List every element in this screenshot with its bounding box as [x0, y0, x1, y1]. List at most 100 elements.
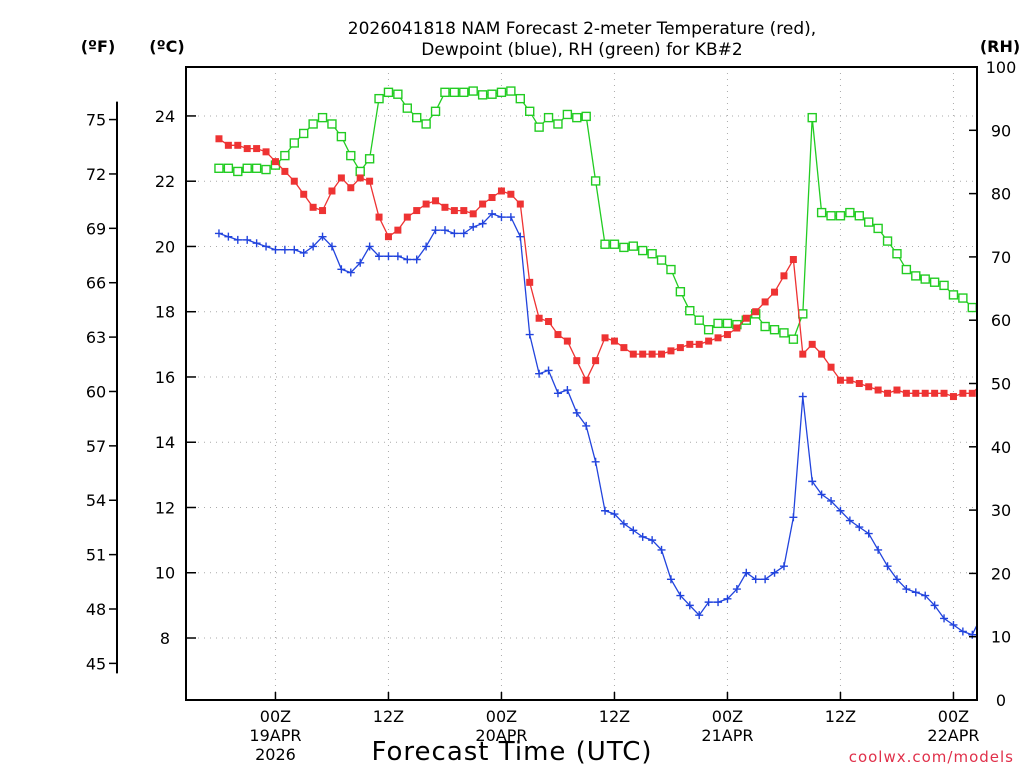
temperature-point [714, 334, 722, 342]
temperature-point [460, 207, 468, 215]
temperature-point [545, 318, 553, 326]
rh-tick-label: 60 [991, 311, 1011, 330]
rh-tick-label: 100 [986, 58, 1017, 77]
celsius-tick-label: 20 [155, 237, 175, 256]
dewpoint-point [572, 408, 581, 417]
fahrenheit-tick-label: 69 [86, 219, 106, 238]
rh-point [336, 131, 347, 142]
temperature-point [978, 380, 985, 387]
temperature-point [752, 308, 760, 316]
rh-point [299, 128, 309, 139]
dewpoint-point [883, 562, 892, 571]
dewpoint-point [958, 627, 967, 636]
temperature-point [300, 190, 308, 198]
temperature-point [931, 389, 939, 397]
dewpoint-point [356, 258, 365, 267]
rh-point [948, 290, 959, 300]
rh-point [402, 103, 412, 113]
temperature-point [422, 200, 430, 208]
temperature-point [271, 158, 279, 166]
fahrenheit-tick-label: 51 [86, 546, 106, 565]
rh-point [845, 207, 855, 218]
rh-point [873, 223, 883, 234]
fahrenheit-tick-label: 60 [86, 382, 106, 401]
temperature-point [705, 337, 713, 345]
dewpoint-point [440, 226, 449, 235]
chart-title-line2: Dewpoint (blue), RH (green) for KB#2 [421, 40, 742, 60]
rh-point [506, 86, 516, 96]
rh-point [496, 87, 507, 98]
fahrenheit-tick-label: 45 [86, 654, 106, 673]
celsius-tick-label: 8 [160, 629, 170, 648]
temperature-point [469, 210, 477, 218]
rh-point [487, 89, 497, 99]
rh-tick-label: 10 [991, 628, 1011, 647]
fahrenheit-tick-label: 66 [86, 274, 106, 293]
temperature-point [516, 200, 524, 208]
rh-point [638, 245, 648, 256]
rh-point [553, 119, 563, 129]
dewpoint-point [271, 245, 280, 254]
rh-point [543, 112, 554, 123]
dewpoint-point [243, 235, 252, 244]
temperature-point [413, 207, 421, 215]
temperature-point [761, 298, 769, 306]
temperature-point [582, 376, 590, 384]
temperature-point [771, 288, 779, 296]
temperature-point [902, 389, 910, 397]
rh-point [978, 310, 986, 318]
dewpoint-point [582, 421, 591, 430]
temperature-point [384, 233, 392, 241]
rh-point [440, 87, 450, 98]
temperature-point [309, 203, 317, 211]
dewpoint-point [761, 575, 770, 584]
rh-point [760, 321, 770, 332]
rh-point [374, 93, 384, 104]
dewpoint-point [808, 477, 817, 486]
dewpoint-point [751, 575, 760, 584]
dewpoint-point [214, 229, 223, 238]
fahrenheit-unit-label: (ºF) [81, 37, 116, 56]
rh-point [308, 119, 318, 129]
dewpoint-point [798, 392, 807, 401]
temperature-point [441, 203, 449, 211]
temperature-point [450, 207, 458, 215]
temperature-point [780, 272, 788, 280]
dewpoint-point [497, 213, 506, 222]
rh-point [628, 241, 638, 251]
fahrenheit-tick-label: 57 [86, 437, 106, 456]
temperature-point [629, 350, 637, 358]
rh-tick-label: 90 [991, 121, 1011, 140]
dewpoint-point [375, 252, 384, 261]
rh-tick-label: 40 [991, 438, 1011, 457]
temperature-point [723, 331, 731, 339]
temperature-line [218, 138, 977, 398]
rh-point [958, 293, 968, 303]
rh-point [242, 163, 252, 173]
temperature-point [648, 350, 656, 358]
rh-point [214, 163, 224, 173]
rh-point [666, 264, 676, 275]
temperature-point [742, 314, 750, 322]
dewpoint-point [723, 594, 732, 603]
dewpoint-point [459, 229, 468, 238]
temperature-point [224, 141, 232, 149]
temperature-point [488, 194, 496, 202]
temperature-point [337, 174, 345, 182]
temperature-point [394, 226, 402, 234]
temperature-point [818, 350, 826, 358]
rh-point [327, 119, 337, 129]
rh-point [421, 119, 431, 129]
rh-point [393, 89, 403, 99]
x-tick-date-label: 22APR [927, 726, 979, 745]
dewpoint-point [978, 611, 986, 619]
dewpoint-point [732, 585, 741, 594]
dewpoint-point [902, 585, 911, 594]
dewpoint-point [535, 369, 544, 378]
dewpoint-point [911, 588, 920, 597]
dewpoint-point [714, 598, 723, 607]
celsius-tick-label: 16 [155, 368, 175, 387]
rh-point [449, 87, 460, 98]
dewpoint-point [488, 209, 497, 218]
